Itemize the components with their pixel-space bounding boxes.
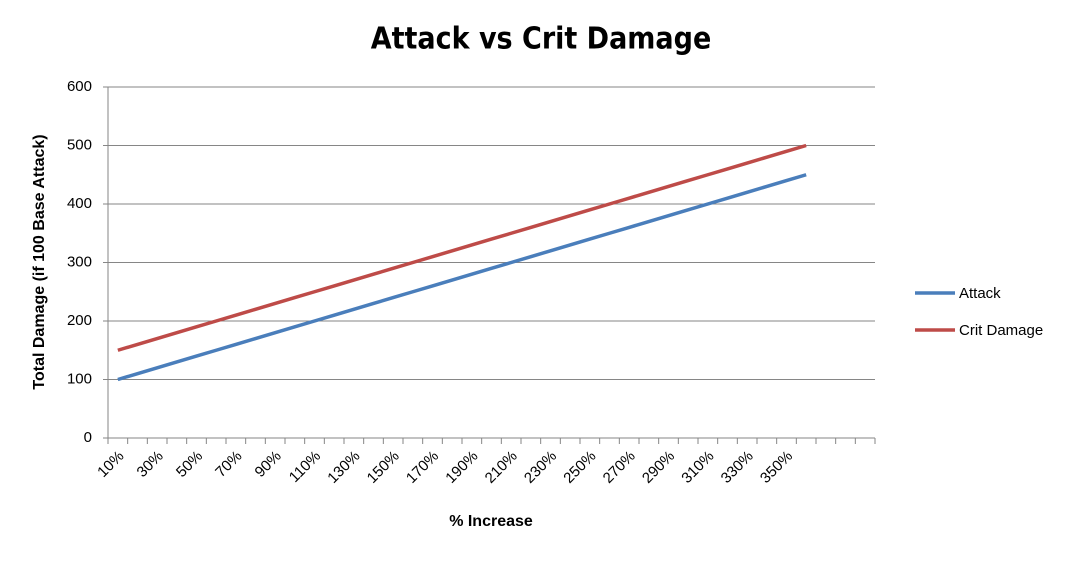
x-tick-label: 210%	[482, 448, 521, 487]
x-tick-label: 170%	[403, 448, 442, 487]
x-tick-label: 150%	[364, 448, 403, 487]
x-tick-label: 250%	[560, 448, 599, 487]
x-tick-label: 10%	[94, 448, 127, 481]
legend-label: Crit Damage	[959, 322, 1043, 339]
x-tick-label: 30%	[134, 448, 167, 481]
y-tick-label: 100	[67, 370, 92, 387]
y-tick-label: 600	[67, 78, 92, 95]
series-line	[117, 173, 807, 382]
x-tick-label: 190%	[442, 448, 481, 487]
y-tick-label: 0	[84, 429, 92, 446]
y-tick-label: 500	[67, 136, 92, 153]
x-tick-label: 310%	[678, 448, 717, 487]
y-tick-label: 300	[67, 253, 92, 270]
x-tick-label: 350%	[757, 448, 796, 487]
x-tick-label: 130%	[324, 448, 363, 487]
x-tick-label: 70%	[212, 448, 245, 481]
x-tick-label: 290%	[639, 448, 678, 487]
x-tick-label: 90%	[252, 448, 285, 481]
x-tick-label: 110%	[286, 448, 324, 486]
legend-label: Attack	[959, 285, 1001, 302]
y-tick-label: 200	[67, 312, 92, 329]
chart-title: Attack vs Crit Damage	[371, 22, 712, 57]
x-tick-label: 270%	[600, 448, 639, 487]
x-tick-label: 230%	[521, 448, 560, 487]
series-line	[117, 143, 807, 352]
y-tick-label: 400	[67, 195, 92, 212]
y-axis-title: Total Damage (if 100 Base Attack)	[31, 134, 48, 389]
x-axis-title: % Increase	[449, 513, 533, 530]
x-tick-label: 50%	[173, 448, 206, 481]
x-tick-label: 330%	[718, 448, 757, 487]
